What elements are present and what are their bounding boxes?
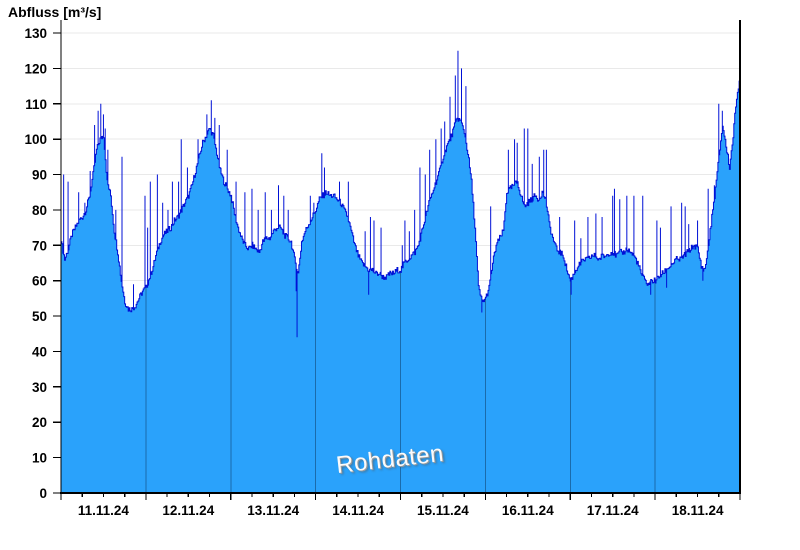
x-tick-label: 16.11.24	[502, 503, 554, 518]
x-tick-label: 14.11.24	[332, 503, 384, 518]
data-line	[61, 50, 741, 338]
x-tick-label: 18.11.24	[672, 503, 724, 518]
x-tick-label: 17.11.24	[587, 503, 639, 518]
y-tick-label: 10	[32, 451, 47, 466]
chart-title: Abfluss [m³/s]	[8, 4, 102, 20]
y-tick-label: 120	[24, 61, 47, 76]
y-tick-label: 40	[32, 345, 47, 360]
x-tick-label: 13.11.24	[247, 503, 299, 518]
y-tick-label: 50	[32, 309, 47, 324]
y-tick-label: 130	[24, 26, 47, 41]
x-tick-label: 15.11.24	[417, 503, 469, 518]
axis-ticks	[53, 32, 741, 500]
x-tick-label: 12.11.24	[162, 503, 214, 518]
y-tick-label: 100	[24, 132, 47, 147]
y-tick-label: 60	[32, 274, 47, 289]
x-tick-label: 11.11.24	[78, 503, 130, 518]
y-tick-label: 0	[39, 486, 47, 501]
y-tick-label: 80	[32, 203, 47, 218]
y-tick-label: 20	[32, 415, 47, 430]
y-axis-labels: 0 10 20 30 40 50 60 70 80 90 100 110 120 130	[24, 26, 47, 501]
x-axis-labels: 11.11.24 12.11.24 13.11.24 14.11.24 15.11.24…	[78, 503, 724, 518]
y-tick-label: 110	[25, 97, 47, 112]
y-tick-label: 90	[32, 168, 47, 183]
y-tick-label: 30	[32, 380, 47, 395]
y-tick-label: 70	[32, 238, 47, 253]
